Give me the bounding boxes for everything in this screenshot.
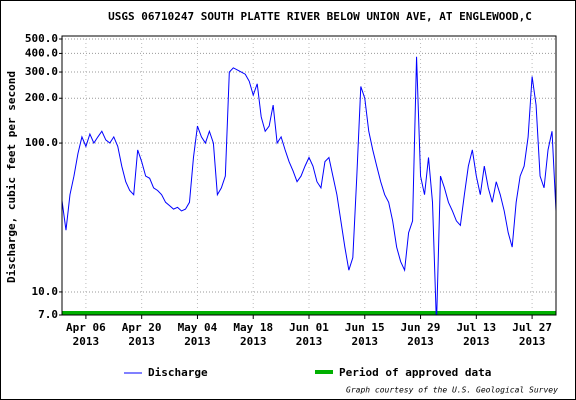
x-tick-label: 2013 [519, 335, 546, 348]
plot-frame [61, 35, 557, 316]
x-tick-label: Apr 06 [66, 321, 106, 334]
x-tick-label: Jun 29 [401, 321, 441, 334]
y-tick-label: 10.0 [32, 285, 59, 298]
x-tick-label: May 04 [178, 321, 218, 334]
y-tick-label: 500.0 [25, 32, 58, 45]
y-tick-label: 200.0 [25, 91, 58, 104]
x-tick-label: Jun 15 [345, 321, 385, 334]
plot-area [62, 39, 556, 315]
x-tick-label: Jul 13 [456, 321, 496, 334]
x-tick-label: Jul 27 [512, 321, 552, 334]
legend-label: Period of approved data [339, 366, 491, 379]
x-tick-label: May 18 [233, 321, 273, 334]
x-tick-label: Apr 20 [122, 321, 162, 334]
y-tick-label: 100.0 [25, 136, 58, 149]
series-group [62, 56, 556, 315]
x-tick-label: 2013 [296, 335, 323, 348]
y-tick-label: 300.0 [25, 65, 58, 78]
y-tick-label: 7.0 [38, 308, 58, 321]
y-tick-label: 400.0 [25, 46, 58, 59]
x-tick-label: 2013 [184, 335, 211, 348]
y-axis-label: Discharge, cubic feet per second [5, 71, 18, 283]
x-tick-label: 2013 [352, 335, 379, 348]
x-tick-label: 2013 [73, 335, 100, 348]
legend-label: Discharge [148, 366, 208, 379]
x-tick-label: 2013 [128, 335, 155, 348]
x-tick-label: 2013 [463, 335, 490, 348]
x-tick-label: 2013 [407, 335, 434, 348]
discharge-line [62, 56, 556, 315]
x-tick-label: 2013 [240, 335, 267, 348]
chart-title: USGS 06710247 SOUTH PLATTE RIVER BELOW U… [108, 10, 532, 23]
x-tick-label: Jun 01 [289, 321, 329, 334]
credit: Graph courtesy of the U.S. Geological Su… [346, 386, 558, 395]
